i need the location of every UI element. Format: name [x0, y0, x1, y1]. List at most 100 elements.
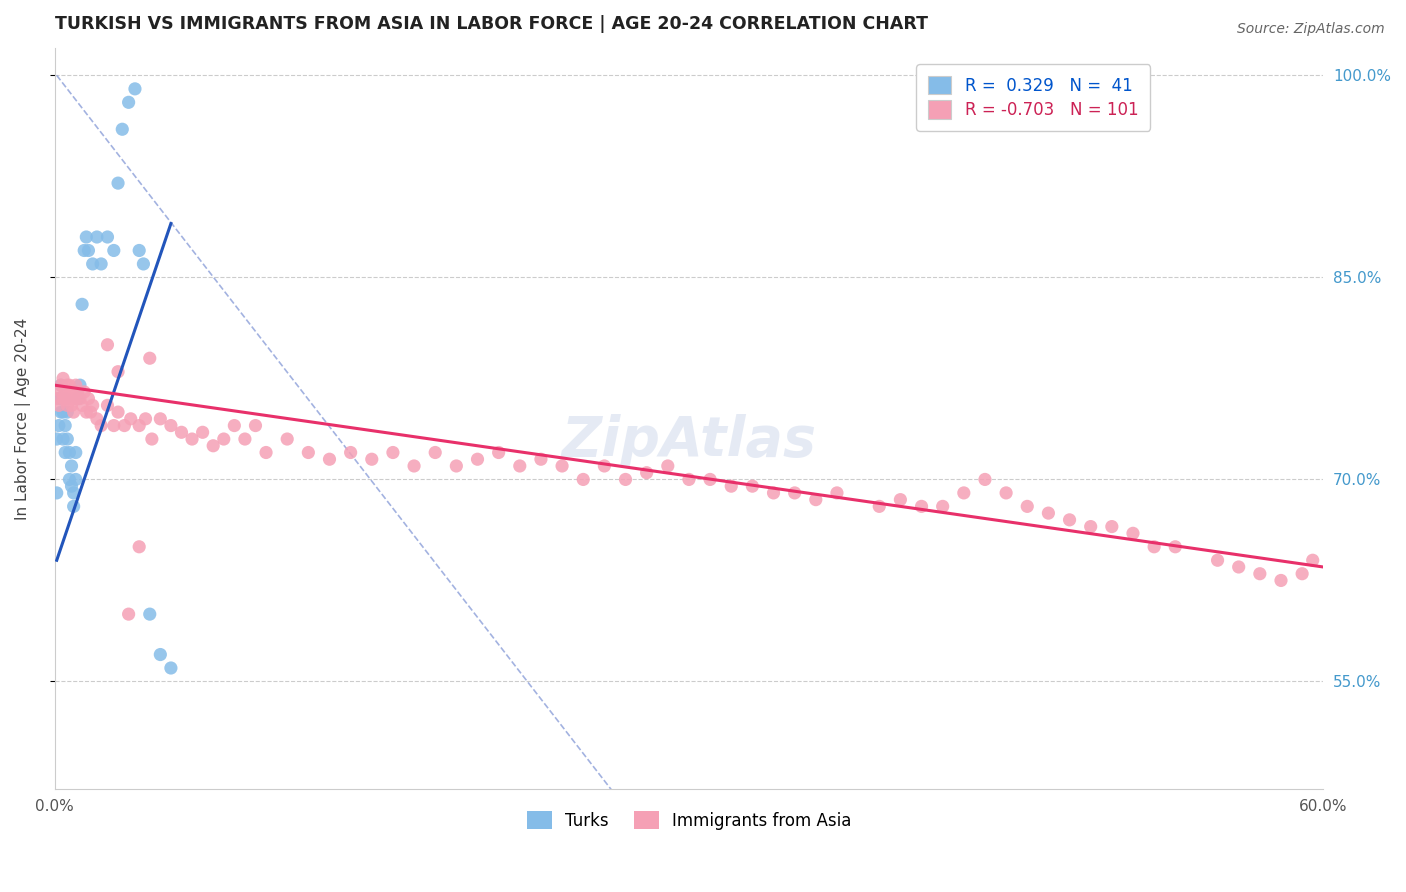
Point	[56, 378, 79, 392]
Point	[48, 392, 70, 406]
Point	[45, 392, 67, 406]
Point	[77, 392, 100, 406]
Point	[124, 82, 146, 96]
Point	[974, 472, 997, 486]
Point	[160, 418, 183, 433]
Point	[1122, 526, 1144, 541]
Point	[953, 486, 976, 500]
Point	[103, 418, 125, 433]
Point	[120, 412, 142, 426]
Point	[135, 412, 157, 426]
Point	[62, 392, 84, 406]
Point	[381, 445, 404, 459]
Point	[45, 432, 67, 446]
Point	[233, 432, 256, 446]
Point	[254, 445, 277, 459]
Point	[107, 176, 129, 190]
Point	[56, 432, 79, 446]
Point	[117, 95, 139, 110]
Point	[593, 458, 616, 473]
Point	[70, 297, 93, 311]
Point	[868, 500, 890, 514]
Point	[1080, 519, 1102, 533]
Point	[1291, 566, 1313, 581]
Point	[65, 472, 87, 486]
Point	[49, 384, 72, 399]
Point	[1302, 553, 1324, 567]
Point	[181, 432, 204, 446]
Point	[488, 445, 510, 459]
Text: ZipAtlas: ZipAtlas	[561, 414, 817, 468]
Point	[90, 257, 112, 271]
Point	[202, 439, 225, 453]
Point	[58, 392, 80, 406]
Point	[69, 378, 91, 392]
Point	[70, 398, 93, 412]
Point	[931, 500, 953, 514]
Point	[79, 405, 101, 419]
Point	[49, 405, 72, 419]
Point	[60, 384, 83, 399]
Point	[139, 351, 162, 366]
Point	[73, 244, 96, 258]
Point	[48, 418, 70, 433]
Point	[995, 486, 1018, 500]
Point	[699, 472, 721, 486]
Point	[96, 398, 118, 412]
Point	[446, 458, 468, 473]
Point	[60, 479, 83, 493]
Point	[60, 458, 83, 473]
Point	[53, 392, 76, 406]
Point	[139, 607, 162, 621]
Point	[804, 492, 827, 507]
Point	[86, 230, 108, 244]
Point	[636, 466, 658, 480]
Point	[58, 445, 80, 459]
Point	[128, 244, 150, 258]
Point	[297, 445, 319, 459]
Point	[117, 607, 139, 621]
Point	[86, 412, 108, 426]
Point	[509, 458, 531, 473]
Text: TURKISH VS IMMIGRANTS FROM ASIA IN LABOR FORCE | AGE 20-24 CORRELATION CHART: TURKISH VS IMMIGRANTS FROM ASIA IN LABOR…	[55, 15, 928, 33]
Y-axis label: In Labor Force | Age 20-24: In Labor Force | Age 20-24	[15, 318, 31, 520]
Point	[212, 432, 235, 446]
Point	[52, 371, 75, 385]
Point	[657, 458, 679, 473]
Point	[1017, 500, 1039, 514]
Point	[762, 486, 785, 500]
Point	[53, 445, 76, 459]
Point	[75, 405, 97, 419]
Point	[132, 257, 155, 271]
Point	[52, 392, 75, 406]
Point	[191, 425, 214, 440]
Point	[56, 405, 79, 419]
Point	[65, 445, 87, 459]
Point	[82, 398, 104, 412]
Point	[111, 122, 134, 136]
Point	[425, 445, 447, 459]
Point	[224, 418, 246, 433]
Point	[96, 230, 118, 244]
Point	[62, 486, 84, 500]
Point	[107, 365, 129, 379]
Point	[678, 472, 700, 486]
Point	[65, 392, 87, 406]
Point	[49, 378, 72, 392]
Point	[103, 244, 125, 258]
Point	[910, 500, 932, 514]
Point	[1059, 513, 1081, 527]
Point	[825, 486, 848, 500]
Point	[467, 452, 489, 467]
Point	[53, 392, 76, 406]
Point	[149, 412, 172, 426]
Point	[66, 384, 89, 399]
Point	[149, 648, 172, 662]
Point	[128, 540, 150, 554]
Point	[45, 486, 67, 500]
Point	[741, 479, 763, 493]
Point	[56, 398, 79, 412]
Point	[90, 418, 112, 433]
Point	[551, 458, 574, 473]
Point	[783, 486, 806, 500]
